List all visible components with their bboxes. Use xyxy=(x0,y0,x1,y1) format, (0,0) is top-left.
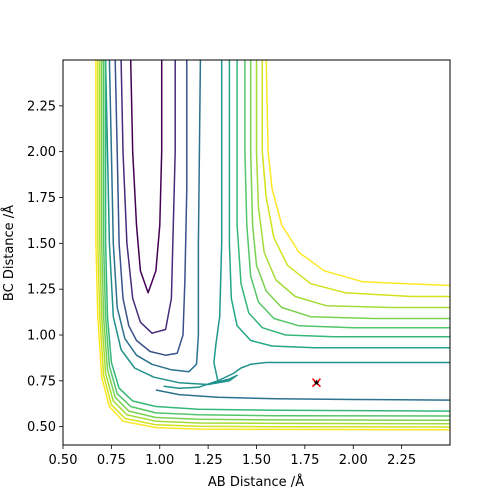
contour-line-0 xyxy=(129,60,163,294)
contour-line-15 xyxy=(104,60,450,412)
x-tick-label: 1.75 xyxy=(290,453,319,468)
contour-lines xyxy=(95,60,450,431)
x-tick-label: 2.25 xyxy=(387,453,416,468)
contour-line-1 xyxy=(120,60,176,334)
contour-line-2 xyxy=(114,60,188,356)
contour-line-14 xyxy=(155,389,450,401)
x-tick-label: 1.00 xyxy=(145,453,174,468)
y-tick-label: 1.00 xyxy=(27,329,56,344)
contour-line-10 xyxy=(249,60,450,320)
y-tick-label: 2.00 xyxy=(27,145,56,160)
x-axis-label: AB Distance /Å xyxy=(208,474,304,490)
contour-line-13 xyxy=(265,60,450,287)
y-axis-label: BC Distance /Å xyxy=(1,205,17,301)
x-tick-label: 0.50 xyxy=(49,453,78,468)
y-tick-label: 2.25 xyxy=(27,99,56,114)
contour-line-4 xyxy=(104,60,238,386)
contour-line-20 xyxy=(95,60,450,431)
x-tick-label: 1.50 xyxy=(242,453,271,468)
contour-line-17 xyxy=(100,60,450,422)
x-axis-ticks: 0.50 0.75 1.00 1.25 1.50 1.75 2.00 2.25 xyxy=(49,445,416,468)
contour-line-9 xyxy=(244,60,450,329)
y-tick-label: 0.50 xyxy=(27,420,56,435)
x-tick-label: 2.00 xyxy=(339,453,368,468)
contour-line-7 xyxy=(228,60,450,349)
contour-line-12 xyxy=(261,60,450,298)
y-tick-label: 1.25 xyxy=(27,283,56,298)
y-axis-ticks: 0.50 0.75 1.00 1.25 1.50 1.75 2.00 2.25 xyxy=(27,99,63,435)
marker-star xyxy=(313,379,320,386)
contour-line-18 xyxy=(99,60,450,425)
contour-line-8 xyxy=(236,60,450,338)
contour-line-16 xyxy=(102,60,450,417)
contour-line-5 xyxy=(163,361,450,389)
x-tick-label: 1.25 xyxy=(194,453,223,468)
y-tick-label: 0.75 xyxy=(27,374,56,389)
contour-line-19 xyxy=(97,60,450,428)
y-tick-label: 1.50 xyxy=(27,237,56,252)
chart-markers xyxy=(311,378,322,388)
x-tick-label: 0.75 xyxy=(97,453,126,468)
contour-line-6 xyxy=(213,60,223,381)
contour-line-11 xyxy=(255,60,450,309)
y-tick-label: 1.75 xyxy=(27,191,56,206)
contour-line-3 xyxy=(108,60,202,373)
